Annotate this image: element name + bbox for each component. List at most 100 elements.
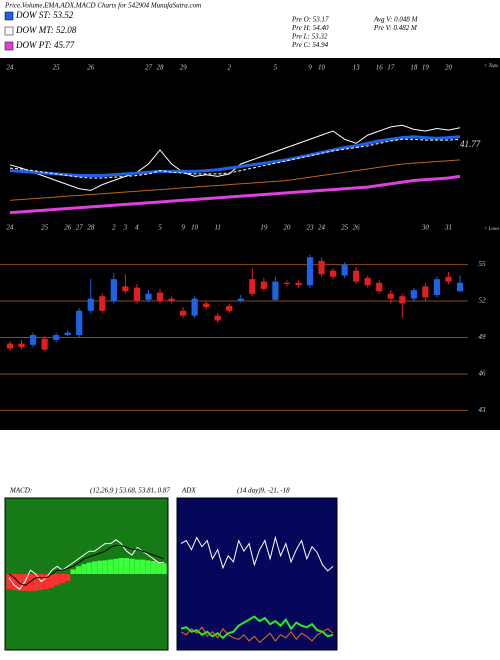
candle-body (122, 286, 129, 292)
candle-body (283, 282, 291, 285)
volume-label: Avg V: 0.048 M (373, 16, 419, 24)
candle-body (272, 281, 279, 300)
x-tick-label: 28 (87, 224, 95, 232)
series-line (9, 174, 461, 215)
panel-subtitle: (14 day)9, -21, -18 (237, 487, 290, 495)
histogram-bar (97, 560, 103, 574)
candle-body (353, 270, 360, 282)
histogram-bar (75, 566, 82, 574)
price-background (0, 58, 500, 430)
stat-label: Pre H: 54.40 (291, 24, 329, 32)
page-title: Price,Volume,EMA,ADX,MACD Charts for 542… (4, 2, 201, 10)
x-tick-label: 25 (53, 64, 61, 72)
candle-body (41, 338, 48, 350)
x-tick-label: 3 (123, 224, 128, 232)
series-line (9, 138, 461, 179)
series-line (180, 626, 334, 644)
x-tick-label: 13 (353, 64, 361, 72)
candle-body (99, 296, 106, 311)
histogram-bar (102, 560, 108, 574)
x-tick-label: 31 (444, 224, 452, 232)
x-tick-label: 11 (214, 224, 220, 232)
histogram-bar (150, 561, 156, 574)
candle-body (295, 282, 302, 286)
candle-body (168, 298, 175, 302)
histogram-bar (91, 561, 98, 574)
candle-body (260, 281, 267, 289)
candle-body (145, 293, 152, 300)
histogram-bar (161, 563, 167, 574)
candle-body (306, 257, 314, 286)
x-tick-label: 25 (41, 224, 49, 232)
x-tick-label: 2 (227, 64, 231, 72)
histogram-bar (27, 574, 33, 592)
candle-body (76, 310, 83, 336)
series-line (180, 615, 334, 640)
candle-body (87, 298, 94, 311)
x-tick-label: 27 (145, 64, 153, 72)
x-tick-label: 26 (87, 64, 95, 72)
stat-label: Pre L: 53.32 (291, 33, 328, 41)
candle-body (364, 277, 371, 286)
panel-subtitle: (12,26,9 ) 53.68, 53.81, 0.87 (90, 487, 170, 495)
panel-title: ADX (181, 487, 196, 495)
panel-title: MACD: (9, 487, 32, 495)
histogram-bar (17, 574, 23, 591)
candle-body (29, 335, 37, 345)
x-tick-label: 10 (318, 64, 326, 72)
histogram-bar (11, 574, 17, 590)
histogram-bar (156, 562, 162, 574)
candle-body (179, 310, 187, 316)
stat-label: Pre C: 54.94 (291, 41, 329, 49)
x-tick-label: 17 (387, 64, 395, 72)
candle-body (237, 298, 244, 302)
x-tick-label: 27 (76, 224, 84, 232)
x-tick-label: 26 (353, 224, 361, 232)
x-tick-label: 24 (7, 224, 15, 232)
annotation: 41.77 (460, 139, 481, 149)
annotation: < Lows (484, 227, 499, 232)
annotation: < Tops (484, 64, 498, 69)
x-tick-label: 5 (274, 64, 278, 72)
series-line (8, 539, 164, 590)
y-tick-label: 46 (479, 370, 487, 378)
panel-frame (176, 497, 338, 651)
y-tick-label: 49 (479, 333, 487, 341)
candle-body (387, 293, 394, 299)
candle-body (341, 264, 348, 276)
candle-body (318, 260, 325, 275)
candle-body (456, 282, 464, 292)
candle-body (376, 282, 383, 292)
series-line (180, 535, 334, 572)
candle-body (226, 305, 233, 311)
x-tick-label: 16 (376, 64, 384, 72)
histogram-bar (70, 569, 76, 574)
series-line (9, 124, 461, 191)
candle-body (214, 315, 221, 321)
legend-swatch (4, 11, 14, 21)
candle-body (433, 279, 441, 295)
candle-body (6, 343, 14, 349)
x-tick-label: 5 (158, 224, 162, 232)
candle-body (156, 292, 164, 302)
histogram-bar (140, 559, 146, 574)
candle-body (422, 286, 429, 298)
x-tick-label: 18 (410, 64, 418, 72)
histogram-bar (59, 574, 66, 584)
x-tick-label: 19 (422, 64, 430, 72)
histogram-bar (33, 574, 39, 591)
legend-swatch (4, 26, 14, 36)
histogram-bar (145, 560, 151, 574)
series-line (8, 545, 165, 586)
x-tick-label: 29 (180, 64, 188, 72)
x-tick-label: 9 (308, 64, 312, 72)
candle-body (329, 270, 337, 277)
y-tick-label: 55 (479, 260, 487, 268)
x-tick-label: 23 (307, 224, 315, 232)
histogram-bar (54, 574, 60, 586)
candle-body (249, 279, 256, 294)
x-tick-label: 25 (341, 224, 349, 232)
histogram-bar (113, 558, 119, 574)
